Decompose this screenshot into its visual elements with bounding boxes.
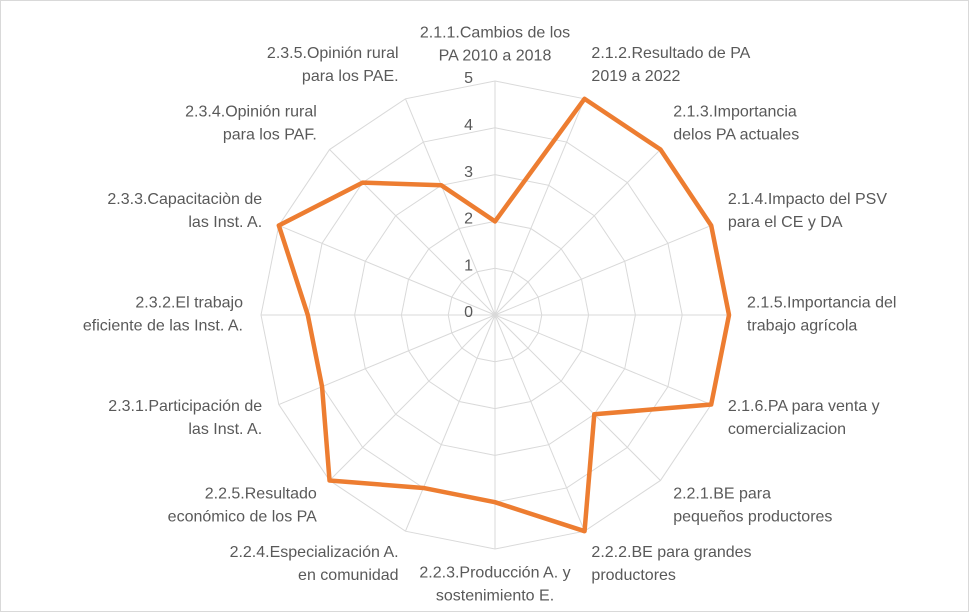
category-label-line: PA 2010 a 2018	[439, 48, 552, 65]
category-label-line: 2.2.4.Especialización A.	[230, 544, 399, 561]
category-label: 2.2.1.BE para pequeños productores	[673, 486, 832, 526]
category-label-line: en comunidad	[298, 567, 399, 584]
category-label-line: comercializacion	[728, 421, 846, 438]
category-label-line: 2.1.4.Impacto del PSV	[728, 191, 888, 208]
category-label-line: las Inst. A.	[188, 421, 262, 438]
category-label-line: 2.3.5.Opinión rural	[267, 45, 399, 62]
category-label: 2.1.3.Importancia delos PA actuales	[673, 104, 799, 144]
category-label: 2.3.3.Capacitaciòn de las Inst. A.	[107, 191, 262, 231]
spoke	[494, 224, 712, 316]
r-tick-label: 5	[464, 70, 473, 87]
r-tick-label: 0	[464, 304, 473, 321]
category-label-line: eficiente de las Inst. A.	[83, 318, 243, 335]
spoke	[494, 98, 586, 316]
category-label: 2.3.4.Opinión rural para los PAF.	[185, 104, 317, 144]
category-label-line: 2.1.6.PA para venta y	[728, 398, 880, 415]
spoke	[329, 149, 496, 316]
category-label-line: 2.3.2.El trabajo	[135, 295, 243, 312]
category-label-line: 2.2.2.BE para grandes	[591, 544, 751, 561]
category-label: 2.1.1.Cambios de los PA 2010 a 2018	[420, 25, 570, 65]
category-label: 2.2.2.BE para grandes productores	[591, 544, 751, 584]
spoke	[278, 314, 496, 406]
category-label: 2.2.5.Resultado económico de los PA	[168, 486, 317, 526]
category-label: 2.2.4.Especialización A. en comunidad	[230, 544, 399, 584]
r-tick-label: 2	[464, 211, 473, 228]
category-label: 2.1.5.Importancia del trabajo agrícola	[747, 295, 896, 335]
spoke	[278, 224, 496, 316]
spoke	[404, 314, 496, 532]
category-label-line: 2.3.1.Participación de	[108, 398, 262, 415]
category-label-line: 2.2.1.BE para	[673, 486, 771, 503]
category-label-line: para los PAF.	[223, 127, 317, 144]
category-label-line: 2.1.2.Resultado de PA	[591, 45, 750, 62]
category-label-line: productores	[591, 567, 676, 584]
category-label: 2.3.5.Opinión rural para los PAE.	[267, 45, 399, 85]
category-label: 2.2.3.Producción A. y sostenimiento E.	[419, 565, 570, 605]
r-tick-label: 1	[464, 257, 473, 274]
category-label-line: las Inst. A.	[188, 214, 262, 231]
r-tick-label: 4	[464, 117, 473, 134]
category-label: 2.1.4.Impacto del PSV para el CE y DA	[728, 191, 888, 231]
category-label-line: 2.2.5.Resultado	[205, 486, 317, 503]
category-label-line: 2.3.4.Opinión rural	[185, 104, 317, 121]
category-label-line: 2.1.5.Importancia del	[747, 295, 896, 312]
category-label: 2.1.6.PA para venta y comercializacion	[728, 398, 880, 438]
spoke	[494, 149, 661, 316]
spoke	[494, 314, 586, 532]
category-label: 2.1.2.Resultado de PA 2019 a 2022	[591, 45, 750, 85]
category-label-line: 2.3.3.Capacitaciòn de	[107, 191, 262, 208]
spoke	[494, 314, 712, 406]
category-label-line: delos PA actuales	[673, 127, 799, 144]
r-tick-label: 3	[464, 164, 473, 181]
spoke	[494, 314, 661, 481]
category-label: 2.3.2.El trabajo eficiente de las Inst. A…	[83, 295, 243, 335]
category-label-line: trabajo agrícola	[747, 318, 857, 335]
spoke	[404, 98, 496, 316]
category-label-line: para los PAE.	[302, 68, 399, 85]
category-label: 2.3.1.Participación de las Inst. A.	[108, 398, 262, 438]
spoke	[329, 314, 496, 481]
radar-line	[276, 96, 732, 534]
category-label-line: 2.1.3.Importancia	[673, 104, 797, 121]
category-label-line: 2.2.3.Producción A. y	[419, 565, 570, 582]
category-label-line: económico de los PA	[168, 509, 317, 526]
category-label-line: sostenimiento E.	[436, 588, 554, 605]
category-label-line: 2.1.1.Cambios de los	[420, 25, 570, 42]
category-label-line: pequeños productores	[673, 509, 832, 526]
category-label-line: 2019 a 2022	[591, 68, 680, 85]
category-label-line: para el CE y DA	[728, 214, 843, 231]
